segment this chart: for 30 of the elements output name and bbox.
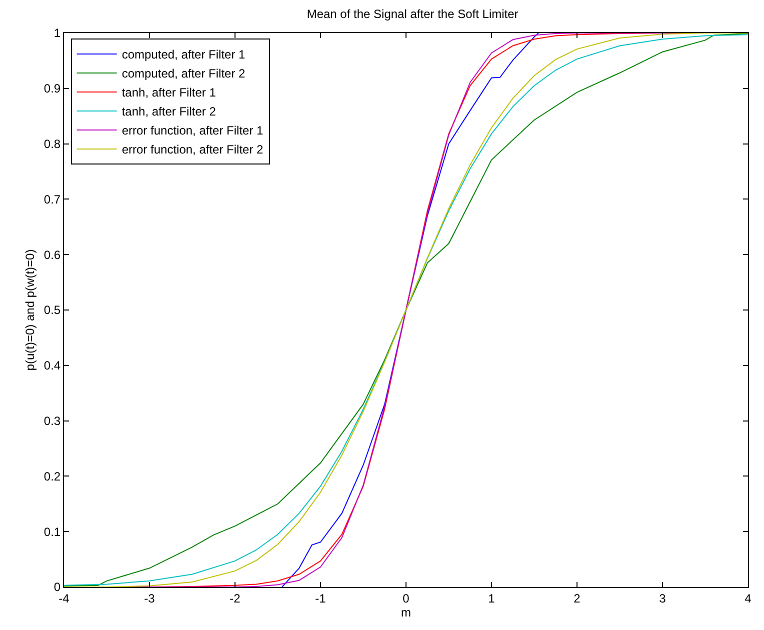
y-tick-label: 0.1: [44, 524, 61, 539]
y-tick-label: 0.3: [44, 414, 61, 428]
y-tick-label: 0.7: [44, 192, 61, 206]
y-tick-label: 0.9: [44, 82, 61, 96]
x-tick-label: -3: [144, 591, 156, 606]
y-tick-label: 0.6: [44, 248, 61, 262]
x-tick-label: 2: [574, 591, 581, 606]
x-tick-label: -2: [230, 591, 241, 606]
legend-label: error function, after Filter 1: [122, 124, 264, 138]
x-tick-label: 0: [402, 591, 410, 606]
x-tick-label: 4: [744, 591, 752, 606]
x-tick-label: -4: [58, 591, 70, 606]
chart-title: Mean of the Signal after the Soft Limiter: [306, 6, 518, 21]
legend-label: tanh, after Filter 2: [122, 104, 216, 119]
legend-label: tanh, after Filter 1: [122, 86, 216, 100]
y-tick-label: 0.8: [44, 137, 61, 151]
y-tick-label: 0: [54, 580, 61, 594]
legend-label: computed, after Filter 2: [122, 66, 246, 81]
y-tick-label: 0.2: [44, 469, 61, 484]
x-tick-label: 1: [488, 591, 496, 606]
legend-label: computed, after Filter 1: [122, 48, 246, 62]
x-tick-label: 3: [659, 591, 666, 606]
line-series: [282, 33, 540, 587]
legend-label: error function, after Filter 2: [122, 142, 264, 157]
x-tick-label: -1: [315, 591, 326, 606]
x-axis-title: m: [401, 605, 411, 620]
y-tick-label: 1: [54, 26, 61, 40]
y-tick-label: 0.4: [44, 358, 61, 373]
y-tick-label: 0.5: [44, 303, 61, 318]
y-axis-title: p(u(t)=0) and p(w(t)=0): [23, 249, 38, 371]
